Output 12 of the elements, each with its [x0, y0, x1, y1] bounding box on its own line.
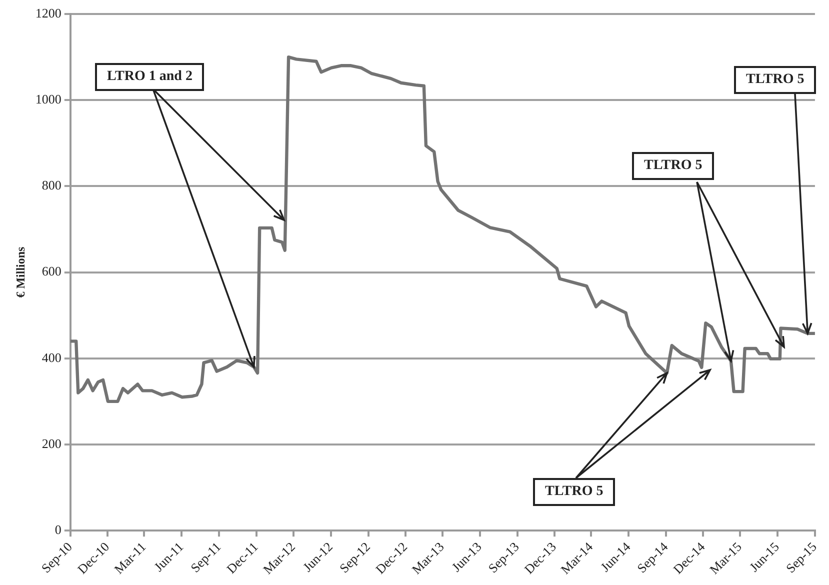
y-tick-label: 600 [42, 264, 62, 279]
annotation: TLTRO 5 [734, 66, 816, 94]
annotation: TLTRO 5 [632, 152, 714, 180]
y-tick-label: 200 [42, 436, 62, 451]
y-tick-label: 0 [54, 522, 62, 538]
annotation: LTRO 1 and 2 [95, 63, 204, 91]
y-tick-label: 800 [42, 178, 62, 193]
y-tick-label: 1000 [35, 92, 62, 107]
y-axis-title: € Millions [13, 246, 28, 298]
annotation: TLTRO 5 [533, 478, 616, 506]
y-tick-label: 400 [42, 350, 62, 365]
y-tick-label: 1200 [35, 5, 62, 20]
